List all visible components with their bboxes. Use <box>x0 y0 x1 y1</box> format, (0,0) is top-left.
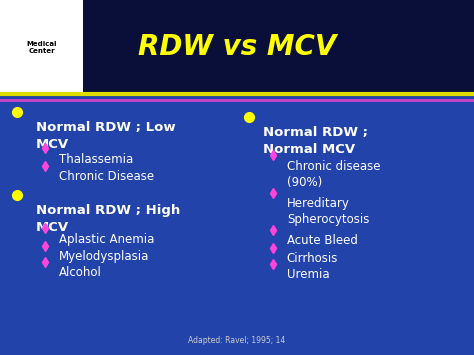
Text: Chronic Disease: Chronic Disease <box>59 170 155 184</box>
Text: Chronic disease
(90%): Chronic disease (90%) <box>287 160 380 189</box>
Text: Aplastic Anemia: Aplastic Anemia <box>59 233 155 246</box>
Text: Adapted: Ravel; 1995; 14: Adapted: Ravel; 1995; 14 <box>188 336 286 345</box>
Bar <box>0 0 474 94</box>
Text: Acute Bleed: Acute Bleed <box>287 234 358 247</box>
Text: Alcohol: Alcohol <box>59 266 102 279</box>
Text: Cirrhosis: Cirrhosis <box>287 252 338 265</box>
Text: Normal RDW ;
Normal MCV: Normal RDW ; Normal MCV <box>263 126 368 156</box>
Text: RDW vs MCV: RDW vs MCV <box>138 33 336 61</box>
Text: Normal RDW ; Low
MCV: Normal RDW ; Low MCV <box>36 121 175 151</box>
Text: Thalassemia: Thalassemia <box>59 153 134 166</box>
Text: Uremia: Uremia <box>287 268 329 281</box>
Text: Hereditary
Spherocytosis: Hereditary Spherocytosis <box>287 197 369 226</box>
Text: Medical
Center: Medical Center <box>27 40 57 54</box>
Text: Myelodysplasia: Myelodysplasia <box>59 250 150 263</box>
Text: Normal RDW ; High
MCV: Normal RDW ; High MCV <box>36 204 180 234</box>
Bar <box>0 0 83 94</box>
